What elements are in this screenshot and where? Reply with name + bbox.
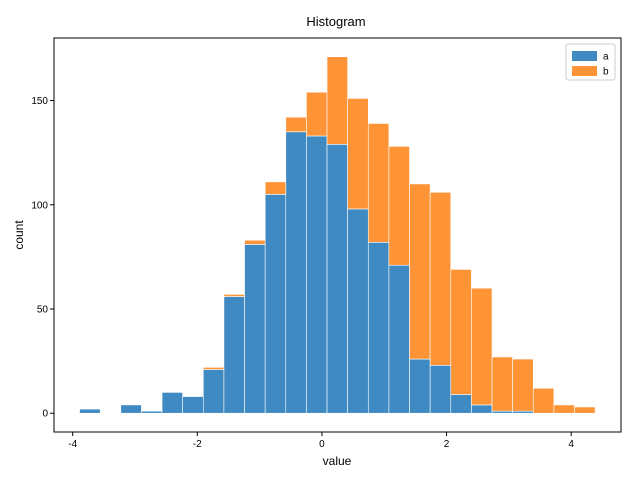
bar-b-6 [202,367,225,370]
legend-swatch-b [572,66,597,76]
y-tick-label: 100 [31,200,48,211]
bar-b-16 [409,183,431,360]
bar-b-9 [264,181,287,195]
bar-a-7 [223,296,245,414]
bar-a-6 [202,369,225,414]
x-tick-label: 4 [568,439,574,450]
x-axis-ticks: -4 -2 0 2 4 [68,432,574,450]
plot-frame [53,37,622,433]
bar-b-18 [450,269,472,395]
bar-b-12 [326,56,348,145]
legend: ab [565,43,616,81]
bar-b-19 [471,287,493,406]
bar-a-21 [512,410,534,414]
bar-a-9 [264,194,287,414]
y-tick-label: 0 [42,409,48,420]
bar-a-0 [79,408,101,414]
bar-a-13 [347,208,369,414]
bar-b-20 [491,356,513,412]
y-tick-label: 50 [37,305,49,316]
bar-a-4 [161,392,183,414]
bar-b-13 [347,98,369,210]
bar-b-14 [367,123,390,243]
bar-b-7 [223,294,245,297]
x-tick-label: 0 [319,439,325,450]
y-axis-label: count [12,220,26,250]
bar-b-17 [429,191,452,366]
chart-title: Histogram [306,14,365,29]
bar-a-15 [388,264,410,414]
bar-b-23 [553,404,575,414]
bar-a-8 [244,244,266,414]
x-tick-label: -2 [193,439,202,450]
bars-group [79,56,596,414]
legend-swatch-a [572,51,597,61]
bar-b-8 [244,239,266,245]
bar-a-11 [306,135,328,414]
bar-a-2 [120,404,142,414]
bar-a-17 [429,364,452,414]
legend-label-b: b [603,67,609,78]
bar-a-19 [471,404,493,414]
x-tick-label: 2 [444,439,450,450]
legend-label-a: a [603,52,609,63]
bar-b-21 [512,358,534,412]
bar-a-16 [409,358,431,414]
bar-b-15 [388,146,410,266]
bar-a-18 [450,394,472,414]
x-axis-label: value [323,454,352,468]
bar-a-12 [326,144,348,414]
bar-a-5 [182,396,204,414]
y-tick-label: 150 [31,96,48,107]
bar-a-10 [285,131,307,414]
bar-a-20 [491,410,513,414]
x-tick-label: -4 [68,439,77,450]
bar-b-24 [574,406,596,414]
bar-a-3 [141,410,163,414]
y-axis-ticks: 0 50 100 150 [31,96,54,420]
bar-b-22 [532,387,555,414]
bar-a-14 [367,241,390,414]
bar-b-10 [285,116,307,133]
bar-b-11 [306,91,328,137]
